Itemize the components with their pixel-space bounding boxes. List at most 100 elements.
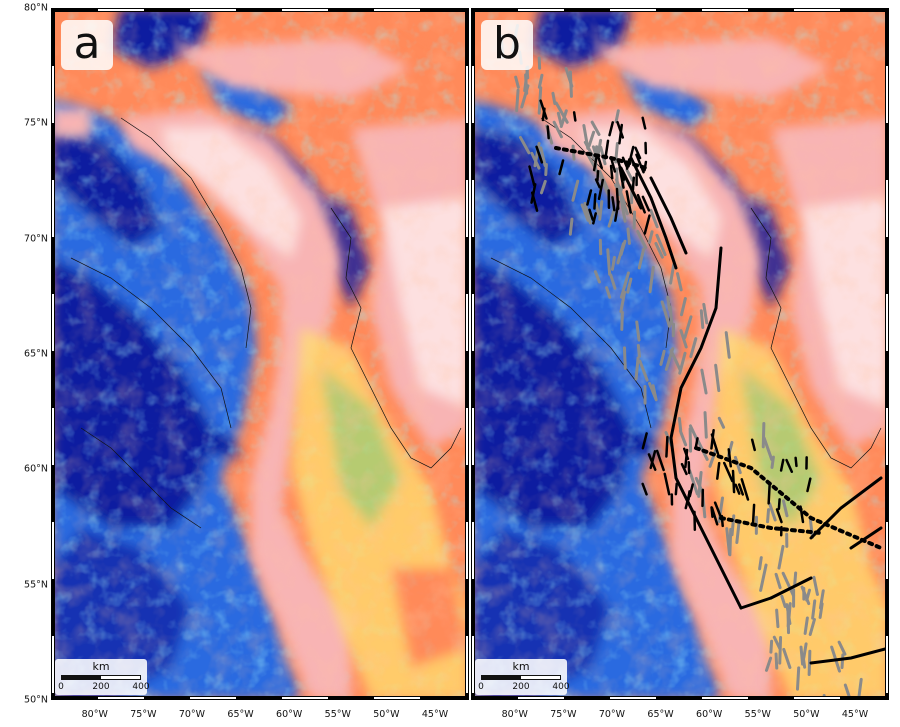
grey-lineament (539, 179, 547, 195)
grey-lineament (514, 75, 520, 89)
grey-lineament (678, 429, 688, 447)
black-lineament (740, 478, 750, 501)
grey-lineament (675, 272, 683, 292)
map-panel-a: a km 0 200 400 (51, 8, 469, 700)
grey-lineament (714, 363, 721, 393)
scale-tick-200: 200 (512, 682, 530, 692)
black-lineament (616, 120, 625, 139)
grey-lineament (594, 202, 601, 216)
grey-lineament (769, 639, 774, 654)
grey-lineament (689, 337, 698, 359)
black-lineament (710, 506, 719, 526)
scale-tick-0: 0 (58, 682, 64, 692)
scale-line (61, 675, 141, 680)
grey-lineament (606, 248, 612, 276)
black-lineament (586, 189, 593, 206)
grey-lineament (587, 130, 596, 148)
grey-lineament (786, 606, 791, 635)
latitude-label: 80°N (24, 2, 48, 14)
grey-lineament (539, 146, 547, 168)
black-lineament (621, 156, 629, 170)
grey-lineament (768, 502, 777, 522)
grey-lineament (840, 653, 845, 669)
grey-lineament (807, 649, 812, 676)
black-lineament (593, 193, 597, 210)
grey-lineament (774, 572, 782, 590)
black-lineament-ticks (528, 99, 812, 537)
grey-lineament (636, 343, 641, 358)
black-lineament (597, 178, 605, 201)
grey-lineament (607, 209, 616, 228)
latitude-label: 70°N (24, 233, 48, 245)
grey-lineament (593, 270, 601, 284)
black-lineament (530, 183, 537, 204)
black-lineament (608, 121, 614, 137)
grey-lineament (655, 233, 667, 257)
black-lineament (594, 178, 601, 189)
grey-lineament (515, 88, 520, 113)
black-lineament (713, 501, 724, 522)
grey-lineament (697, 471, 703, 498)
black-lineament (794, 456, 798, 468)
grey-lineament (537, 73, 544, 89)
black-lineament (535, 145, 544, 164)
black-lineaments (554, 146, 889, 665)
grey-lineament (781, 571, 796, 598)
grey-lineament (590, 120, 601, 136)
scale-tick-400: 400 (132, 682, 150, 692)
longitude-label: 60°W (276, 709, 303, 720)
grey-lineament (666, 295, 672, 312)
grey-lineament (808, 518, 814, 539)
grey-lineament (803, 616, 809, 635)
black-lineament (625, 190, 632, 214)
grey-lineament (805, 588, 811, 602)
frame-left (471, 8, 475, 700)
black-lineament (737, 483, 745, 496)
latitude-label: 65°N (24, 348, 48, 360)
black-lineament (558, 159, 565, 176)
grey-lineament (605, 286, 612, 299)
grey-lineament (619, 196, 627, 223)
grey-lineament (533, 141, 541, 168)
black-lineament (647, 453, 657, 471)
black-lineament (627, 145, 635, 168)
grey-lineament (780, 594, 787, 609)
scale-line (481, 675, 561, 680)
longitude-label: 45°W (421, 709, 449, 720)
latitude-label: 50°N (24, 694, 48, 706)
grey-lineament (622, 346, 627, 370)
black-lineament (634, 146, 642, 160)
grey-lineament (610, 255, 616, 271)
longitude-label: 80°W (81, 709, 108, 720)
black-lineament (674, 482, 678, 496)
black-lineament (731, 469, 736, 494)
grey-lineament (777, 544, 785, 570)
grey-lineament (679, 297, 687, 317)
grey-lineament (664, 347, 675, 371)
grey-lineament (733, 455, 742, 475)
grey-lineament (802, 642, 808, 660)
grey-lineament (717, 416, 726, 429)
grey-lineament (638, 359, 649, 382)
frame-top (51, 8, 469, 12)
grey-lineament (619, 271, 630, 299)
black-lineament (641, 195, 651, 212)
black-lineament (643, 160, 648, 172)
grey-lineament (568, 217, 574, 236)
black-lineament (592, 212, 597, 225)
grey-lineament (812, 575, 819, 596)
grey-lineament (554, 101, 569, 124)
black-lineament (751, 503, 756, 526)
grey-lineament (614, 183, 624, 199)
longitude-label: 70°W (178, 709, 206, 720)
grey-lineament (766, 508, 771, 524)
longitude-label: 55°W (324, 709, 351, 720)
grey-lineament (683, 315, 693, 339)
grey-lineament (625, 168, 634, 182)
grey-lineament (583, 201, 592, 225)
black-lineament (541, 107, 546, 122)
grey-lineament (778, 636, 783, 665)
black-lineament (734, 483, 741, 495)
grey-lineament (614, 109, 620, 124)
black-lineament (806, 477, 812, 493)
